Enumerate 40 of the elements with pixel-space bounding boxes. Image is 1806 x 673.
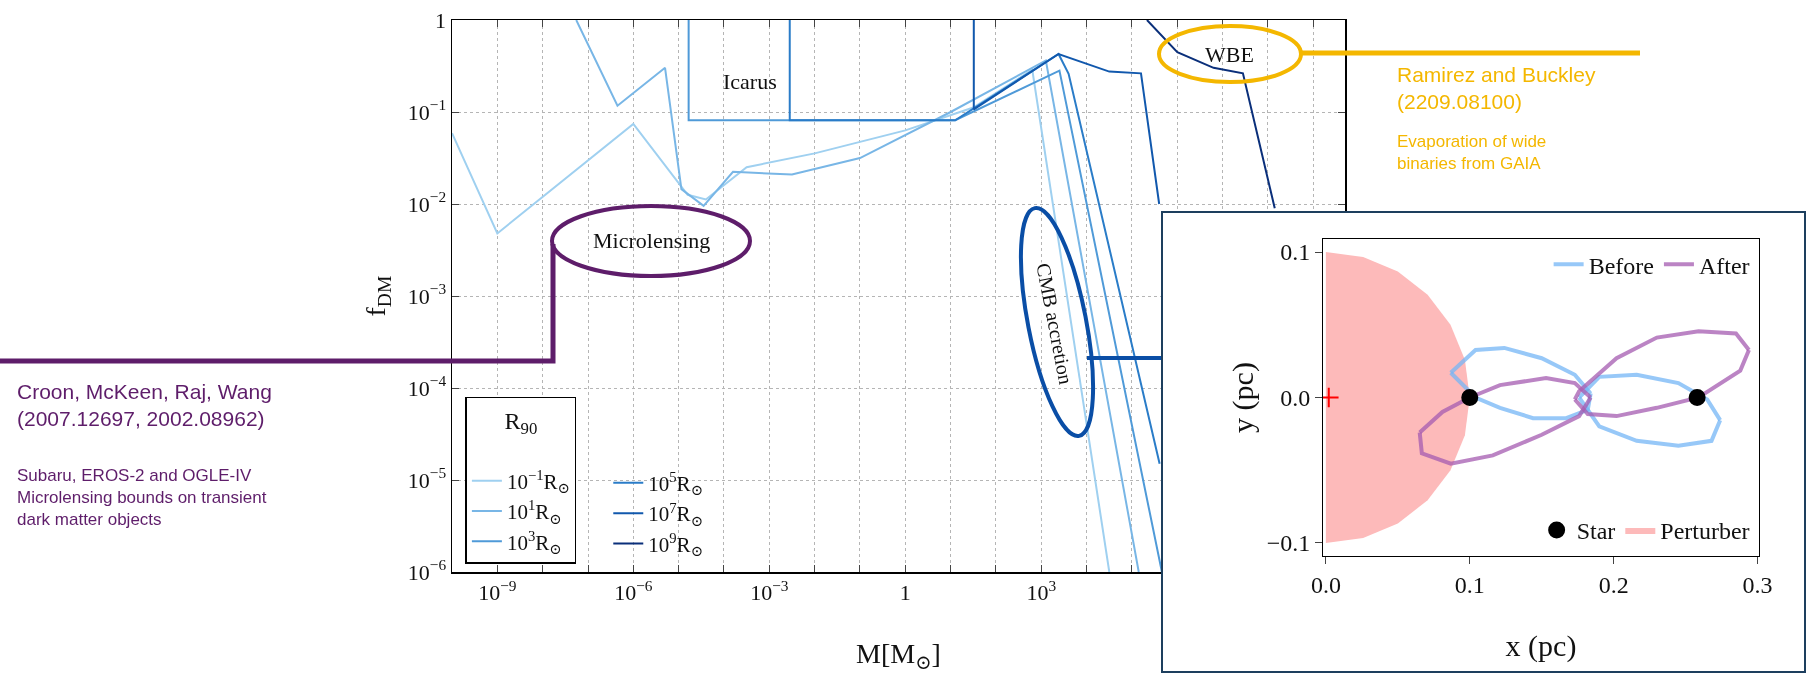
x-tick-label: 10$^{3}$ [1026,576,1057,605]
x-tick-label: 10$^{−9}$ [478,576,517,605]
legend-title: R$_{90}$ [504,408,538,439]
y-tick-label: 10$^{−5}$ [407,464,447,493]
annotation: CMB accretion [1032,261,1078,387]
legend-label: 10$^{9}$R$_{⊙}$ [648,529,703,560]
text: Evaporation of wide binaries from GAIA [1397,132,1547,174]
x-axis-title: x (pc) [1505,629,1577,663]
annotation: Microlensing [593,228,711,253]
y-tick-label: 1 [435,7,447,33]
y-tick-label: 0.1 [1280,239,1311,266]
legend-label: Star [1576,518,1616,545]
legend-label: Perturber [1660,518,1750,545]
annotation: Icarus [723,69,777,94]
x-tick-label: 0.3 [1742,571,1773,598]
text: Ramirez and Buckley (2209.08100) [1397,63,1596,114]
legend-label: 10$^{5}$R$_{⊙}$ [648,469,703,499]
y-tick-label: 10$^{−3}$ [407,280,447,309]
legend-label: Before [1588,252,1654,279]
legend-label: 10$^{3}$R$_{⊙}$ [506,527,562,557]
legend-label: After [1698,252,1750,279]
annotation: WBE [1205,42,1254,67]
x-tick-label: 0.0 [1310,571,1341,598]
x-tick-label: 0.1 [1454,571,1485,598]
legend-label: 10$^{1}$R$_{⊙}$ [506,497,562,527]
y-axis-title: y (pc) [1226,362,1260,433]
y-tick-label: −0.1 [1266,530,1311,557]
x-tick-label: 10$^{−6}$ [614,576,653,605]
y-tick-label: 10$^{−4}$ [407,372,447,401]
text: Subaru, EROS-2 and OGLE-IV Microlensing bounds on transient dark matter objects [17,466,267,530]
legend-label: 10$^{7}$R$_{⊙}$ [648,499,703,529]
y-tick-label: 0.0 [1280,384,1311,411]
y-tick-label: 10$^{−2}$ [407,188,447,217]
x-tick-label: 10$^{−3}$ [750,576,789,605]
x-axis-title: M[M$_{⊙}$] [856,638,941,673]
x-tick-label: 1 [899,579,911,605]
x-tick-label: 0.2 [1598,571,1629,598]
text: Croon, McKeen, Raj, Wang (2007.12697, 2002.08962) [17,380,272,431]
legend-label: 10$^{−1}$R$_{⊙}$ [506,467,570,497]
y-tick-label: 10$^{−1}$ [407,96,447,125]
